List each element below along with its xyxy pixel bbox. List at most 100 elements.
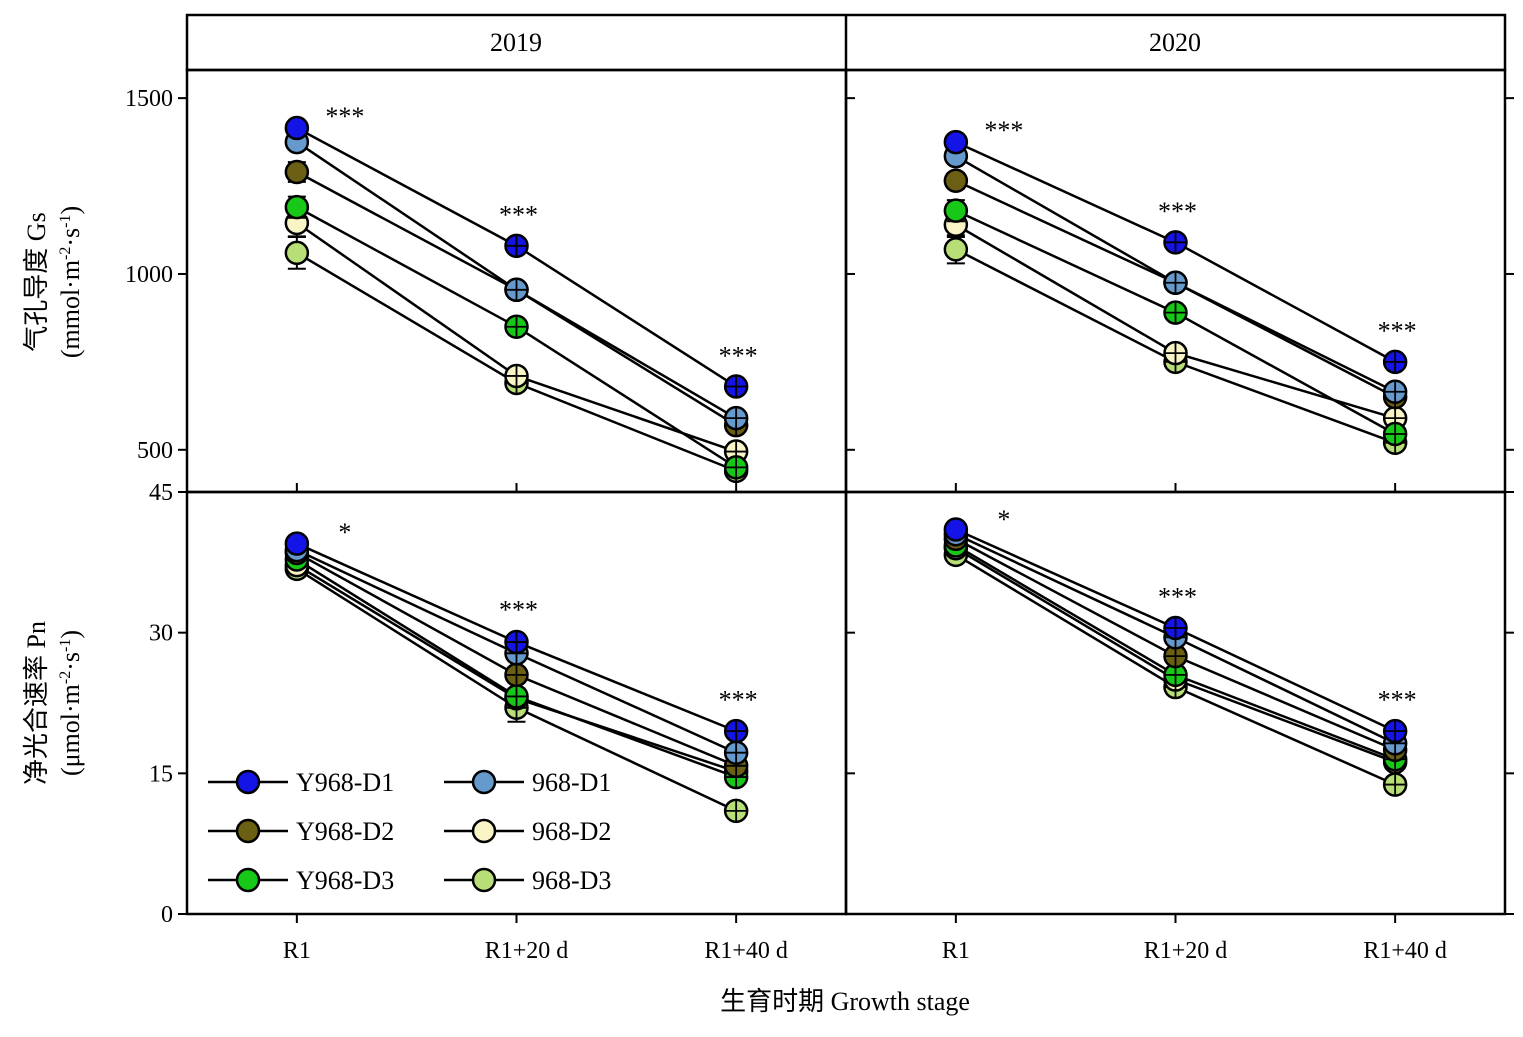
y-title-pn-line2: (μmol·m-2·s-1) (56, 630, 85, 776)
significance-label: *** (1378, 317, 1417, 346)
y-title-gs-line1: 气孔导度 Gs (22, 212, 51, 351)
marker (943, 517, 969, 542)
point-y968-d3-0 (284, 194, 310, 220)
plot-layer: 500 1000 1500 *** *** *** *** *** *** 0 15 30 45 R1 R1… (125, 68, 1514, 964)
x-tick-label-r1-40-d: R1+40 d (704, 938, 788, 964)
legend: Y968-D1 968-D1 Y968-D2 968-D2 Y968-D3 968-D3 (208, 768, 611, 895)
significance-label: * (338, 518, 351, 547)
y-tick-label-45: 45 (149, 480, 173, 506)
y-title-pn: 净光合速率 Pn (μmol·m-2·s-1) (22, 621, 85, 785)
marker (943, 237, 969, 262)
y-tick-label-1000: 1000 (125, 262, 173, 288)
significance-label: *** (499, 201, 538, 230)
point-968-d2-1 (504, 363, 529, 389)
y-tick-label-500: 500 (137, 438, 173, 464)
point-y968-d3-1 (1163, 300, 1188, 325)
significance-label: *** (1158, 197, 1197, 226)
x-tick-label-r1-20-d: R1+20 d (485, 938, 569, 964)
y-tick-label-0: 0 (161, 902, 173, 928)
point-y968-d2-0 (943, 168, 969, 194)
x-axis-title: 生育时期 Growth stage (720, 987, 970, 1016)
strip-label-2020: 2020 (1149, 28, 1201, 57)
legend-item-y968-d1: Y968-D1 (208, 768, 394, 797)
significance-label: *** (499, 595, 538, 624)
marker (284, 531, 310, 556)
point-968-d3-2 (723, 798, 749, 824)
legend-marker (471, 818, 497, 844)
legend-marker (235, 818, 261, 844)
point-968-d1-2 (723, 405, 749, 431)
point-968-d2-1 (1163, 340, 1188, 366)
legend-label: 968-D2 (532, 817, 611, 846)
point-y968-d1-2 (723, 374, 749, 399)
point-968-d1-1 (504, 277, 529, 303)
point-y968-d1-2 (1382, 718, 1408, 744)
significance-label: *** (1158, 582, 1197, 611)
point-y968-d1-1 (1163, 615, 1188, 641)
y-tick-label-30: 30 (149, 621, 173, 647)
point-968-d1-2 (1382, 379, 1408, 405)
point-y968-d3-2 (1382, 421, 1408, 447)
point-y968-d3-1 (504, 684, 529, 709)
point-y968-d1-0 (284, 115, 310, 141)
significance-label: *** (325, 102, 364, 131)
y-tick-label-1500: 1500 (125, 86, 173, 112)
legend-marker (471, 769, 497, 795)
marker (284, 240, 310, 266)
marker (943, 129, 969, 155)
point-y968-d1-0 (284, 531, 310, 556)
legend-item-968-d3: 968-D3 (444, 866, 611, 895)
significance-label: *** (719, 685, 758, 714)
strip-label-2019: 2019 (490, 28, 542, 57)
x-tick-label-r1: R1 (283, 938, 311, 964)
y-title-gs: 气孔导度 Gs (mmol·m-2·s-1) (22, 206, 85, 358)
point-y968-d1-2 (1382, 349, 1408, 375)
marker (284, 115, 310, 141)
marker (943, 168, 969, 194)
panel-2019-row0: 500 1000 1500 *** *** *** (125, 68, 848, 494)
point-y968-d2-1 (504, 662, 529, 688)
point-y968-d1-1 (504, 629, 529, 655)
legend-item-y968-d2: Y968-D2 (208, 817, 394, 846)
significance-label: *** (1378, 685, 1417, 714)
point-y968-d3-0 (943, 198, 969, 223)
marker (284, 159, 310, 185)
significance-label: *** (719, 341, 758, 370)
legend-label: 968-D3 (532, 866, 611, 895)
point-968-d3-2 (1382, 772, 1408, 797)
point-968-d3-0 (943, 234, 969, 265)
point-y968-d3-1 (504, 314, 529, 339)
x-tick-label-r1: R1 (942, 938, 970, 964)
legend-label: Y968-D2 (296, 817, 394, 846)
point-y968-d1-1 (504, 233, 529, 259)
significance-label: * (997, 505, 1010, 534)
y-title-pn-line1: 净光合速率 Pn (22, 621, 51, 785)
legend-label: Y968-D3 (296, 866, 394, 895)
legend-item-968-d2: 968-D2 (444, 817, 611, 846)
marker (284, 194, 310, 220)
legend-label: 968-D1 (532, 768, 611, 797)
panel-2020-row1: R1 R1+20 d R1+40 d******* (844, 490, 1514, 964)
significance-label: *** (984, 116, 1023, 145)
legend-marker (471, 867, 497, 893)
legend-item-968-d1: 968-D1 (444, 768, 611, 797)
panel-2020-row0: *** *** *** (844, 68, 1514, 494)
legend-marker (235, 769, 261, 795)
legend-marker (235, 867, 261, 893)
point-y968-d1-0 (943, 129, 969, 155)
point-y968-d1-1 (1163, 230, 1188, 255)
x-tick-label-r1-40-d: R1+40 d (1363, 938, 1447, 964)
point-y968-d2-0 (284, 159, 310, 185)
x-tick-label-r1-20-d: R1+20 d (1144, 938, 1228, 964)
y-tick-label-15: 15 (149, 761, 173, 787)
point-y968-d1-0 (943, 517, 969, 542)
marker (943, 198, 969, 223)
point-968-d1-2 (723, 740, 749, 765)
point-y968-d1-2 (723, 718, 749, 744)
point-968-d3-0 (284, 236, 310, 270)
point-968-d1-1 (1163, 270, 1188, 296)
legend-label: Y968-D1 (296, 768, 394, 797)
y-title-gs-line2: (mmol·m-2·s-1) (56, 206, 85, 358)
